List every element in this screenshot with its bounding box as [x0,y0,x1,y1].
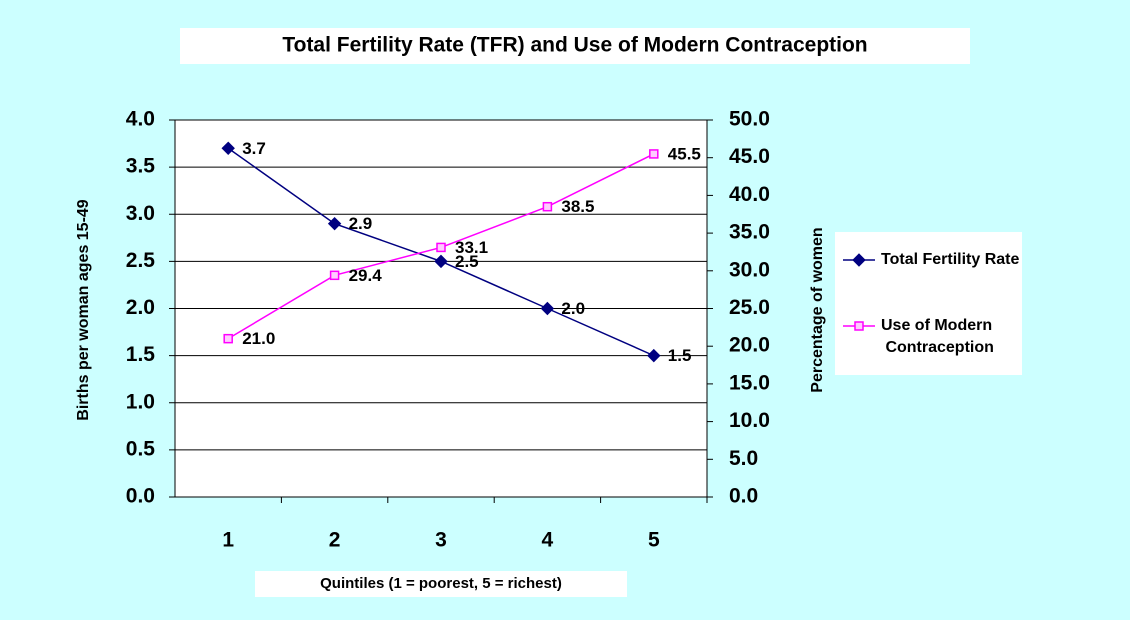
data-point [649,149,659,159]
legend [835,232,1022,375]
data-label: 3.7 [242,139,266,158]
y2-tick-label: 15.0 [729,371,770,394]
data-point [647,348,661,363]
legend-label: Total Fertility Rate [881,251,1019,268]
y2-axis-label: Percentage of women [809,227,826,392]
x-tick-label: 3 [435,529,447,552]
x-tick-label: 1 [222,529,234,552]
legend-label: Use of Modern Contraception [881,317,994,356]
y-axis-label: Births per woman ages 15-49 [75,199,92,421]
y2-tick-label: 10.0 [729,409,770,432]
y-tick-label: 2.0 [126,296,155,319]
data-point [329,270,340,281]
data-label: 29.4 [349,266,383,285]
legend-marker [852,253,866,267]
y2-tick-label: 30.0 [729,258,770,281]
data-point [436,242,446,253]
y2-tick-label: 40.0 [729,183,770,206]
y2-tick-label: 50.0 [729,108,770,131]
y-tick-label: 0.0 [126,485,155,508]
data-point [221,141,235,155]
chart-title: Total Fertility Rate (TFR) and Use of Mo… [282,34,867,57]
x-tick-label: 5 [648,529,660,552]
y-tick-label: 1.5 [126,343,156,366]
x-tick-label: 2 [329,529,341,552]
y-tick-label: 0.5 [126,437,156,460]
data-label: 1.5 [668,346,692,365]
data-label: 2.9 [349,214,373,233]
x-tick-label: 4 [542,529,554,552]
title-box [180,28,970,64]
y2-tick-label: 20.0 [729,334,770,357]
y2-tick-label: 45.0 [729,145,770,168]
data-point [327,216,342,231]
data-label: 2.5 [455,252,479,271]
data-label: 2.0 [561,299,585,318]
data-label: 38.5 [561,197,594,216]
y2-tick-label: 0.0 [729,485,758,508]
y-tick-label: 3.5 [126,155,156,178]
data-point [540,301,555,316]
data-point [542,201,553,212]
x-label-box [255,571,627,597]
data-label: 33.1 [455,238,488,257]
y2-tick-label: 25.0 [729,296,770,319]
y-tick-label: 3.0 [126,202,155,225]
y-tick-label: 1.0 [126,390,155,413]
y-tick-label: 4.0 [126,108,155,131]
y2-tick-label: 35.0 [729,221,770,244]
data-point [223,333,233,344]
data-label: 21.0 [242,329,275,348]
legend-marker [854,321,864,331]
data-label: 45.5 [668,144,701,163]
y-tick-label: 2.5 [126,249,156,272]
y2-tick-label: 5.0 [729,447,758,470]
data-point [434,254,448,269]
x-axis-label: Quintiles (1 = poorest, 5 = richest) [320,575,562,592]
